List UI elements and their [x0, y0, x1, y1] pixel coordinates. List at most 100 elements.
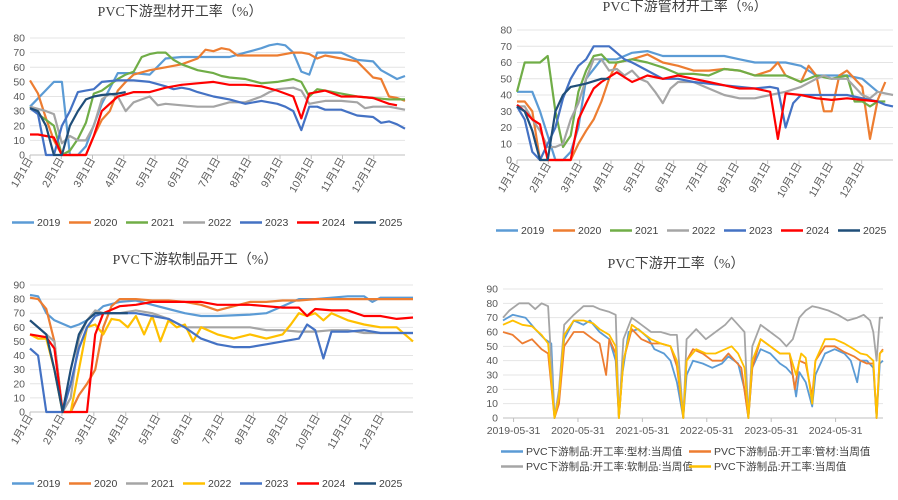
legend-label: 2020	[578, 225, 602, 237]
legend-item: 2021	[126, 478, 175, 490]
x-tick-label: 11月1日	[325, 413, 354, 452]
y-tick-label: 20	[13, 378, 25, 390]
legend-label: PVC下游制品:开工率:软制品:当周值	[526, 460, 693, 473]
y-tick-label: 10	[486, 398, 498, 410]
x-tick-label: 1月1日	[496, 161, 523, 195]
chart-3: PVC下游软制品开工（%） 0 10 20 30 40 50 60 70 80 90 1月1日 2月1日…	[9, 252, 414, 490]
y-tick-label: 80	[13, 33, 25, 45]
legend-item: 2025	[354, 217, 403, 229]
x-tick-label: 3月1日	[71, 156, 98, 190]
x-tick-label: 7月1日	[196, 156, 223, 190]
series-line-2024	[30, 80, 398, 157]
x-tick-label: 6月1日	[168, 413, 195, 447]
legend-item: PVC下游制品:开工率:当周值	[689, 460, 847, 473]
legend-item: 2025	[354, 478, 403, 490]
x-tick-label: 3月1日	[559, 161, 586, 195]
x-tick-label: 2021-05-31	[616, 425, 670, 437]
x-tick-label: 8月1日	[228, 156, 255, 190]
legend-label: PVC下游制品:开工率:当周值	[714, 460, 847, 473]
x-tick-label: 5月1日	[621, 161, 648, 195]
y-tick-label: 20	[13, 120, 25, 132]
x-tick-label: 8月1日	[715, 161, 742, 195]
series-line-2025	[29, 91, 126, 157]
legend-item: 2019	[496, 225, 545, 237]
y-tick-label: 60	[486, 327, 498, 339]
y-tick-label: 60	[500, 57, 512, 69]
x-tick-label: 10月1日	[287, 156, 317, 195]
x-tick-label: 2月1日	[40, 156, 67, 190]
y-tick-label: 70	[13, 308, 25, 320]
legend-label: 2022	[692, 225, 716, 237]
legend-item: 2023	[240, 478, 289, 490]
legend-item: 2020	[69, 217, 118, 229]
legend-label: 2020	[94, 217, 118, 229]
series-line-PVC下游制品:开工率:当周值	[502, 319, 884, 419]
y-tick-label: 0	[19, 407, 25, 419]
x-tick-label: 4月1日	[103, 156, 130, 190]
series-line-PVC下游制品:开工率:管材:当周值	[502, 328, 884, 419]
y-tick-label: 30	[13, 364, 25, 376]
x-tick-label: 2023-05-31	[744, 425, 798, 437]
legend-item: 2023	[240, 217, 289, 229]
x-tick-label: 9月1日	[264, 413, 291, 447]
x-tick-label: 8月1日	[232, 413, 259, 447]
series-line-2022	[517, 58, 894, 149]
series-line-2019	[29, 293, 413, 329]
y-tick-label: 50	[13, 76, 25, 88]
y-tick-label: 30	[13, 106, 25, 118]
y-tick-label: 20	[500, 122, 512, 134]
x-tick-label: 5月1日	[134, 156, 161, 190]
legend-label: 2024	[322, 478, 346, 490]
x-tick-label: 3月1日	[73, 413, 100, 447]
legend-label: 2019	[37, 478, 61, 490]
legend-label: 2023	[749, 225, 773, 237]
chart-title: PVC下游型材开工率（%）	[98, 3, 263, 20]
legend-label: 2025	[379, 217, 403, 229]
chart-1: PVC下游型材开工率（%） 0 10 20 30 40 50 60 70 80 1月1日 2月1日 3月…	[9, 3, 406, 229]
x-tick-label: 9月1日	[747, 161, 774, 195]
x-tick-label: 4月1日	[590, 161, 617, 195]
chart-title: PVC下游软制品开工（%）	[113, 252, 278, 268]
x-tick-label: 2024-05-31	[809, 425, 863, 437]
chart-4: PVC下游开工率（%） 0 10 20 30 40 50 60 70 80 90 2019-05-31…	[486, 255, 884, 473]
y-tick-label: 50	[500, 73, 512, 85]
y-tick-label: 80	[500, 25, 512, 37]
legend-item: 2022	[667, 225, 716, 237]
legend-label: 2024	[806, 225, 830, 237]
y-tick-label: 80	[486, 298, 498, 310]
y-tick-label: 40	[486, 355, 498, 367]
legend-item: 2020	[69, 478, 118, 490]
x-tick-label: 11月1日	[807, 161, 836, 200]
x-tick-label: 12月1日	[357, 413, 387, 452]
x-tick-label: 7月1日	[200, 413, 227, 447]
series-line-2024	[516, 71, 878, 162]
series-line-2025	[29, 312, 128, 414]
x-tick-label: 7月1日	[684, 161, 711, 195]
y-tick-label: 0	[19, 150, 25, 162]
y-tick-label: 80	[13, 294, 25, 306]
y-tick-label: 10	[13, 392, 25, 404]
legend-label: 2023	[265, 217, 289, 229]
chart-title: PVC下游开工率（%）	[608, 255, 745, 272]
chart-title: PVC下游管材开工率（%）	[603, 0, 768, 15]
legend-label: 2019	[37, 217, 61, 229]
x-tick-label: 6月1日	[653, 161, 680, 195]
legend-item: 2024	[781, 225, 830, 237]
legend-item: 2024	[297, 478, 346, 490]
legend-item: PVC下游制品:开工率:型材:当周值	[501, 445, 683, 458]
legend-label: PVC下游制品:开工率:管材:当周值	[714, 445, 871, 458]
y-tick-label: 10	[13, 135, 25, 147]
x-tick-label: 12月1日	[838, 161, 868, 200]
x-tick-label: 9月1日	[259, 156, 286, 190]
legend-item: 2022	[183, 478, 232, 490]
legend-item: 2021	[126, 217, 175, 229]
series-line-2024	[29, 300, 414, 414]
x-tick-label: 6月1日	[165, 156, 192, 190]
legend-item: 2019	[12, 217, 61, 229]
x-tick-label: 1月1日	[9, 156, 36, 190]
y-tick-label: 40	[13, 91, 25, 103]
legend-label: 2022	[208, 478, 232, 490]
legend-label: 2019	[521, 225, 545, 237]
legend-item: 2019	[12, 478, 61, 490]
y-tick-label: 0	[506, 155, 512, 167]
